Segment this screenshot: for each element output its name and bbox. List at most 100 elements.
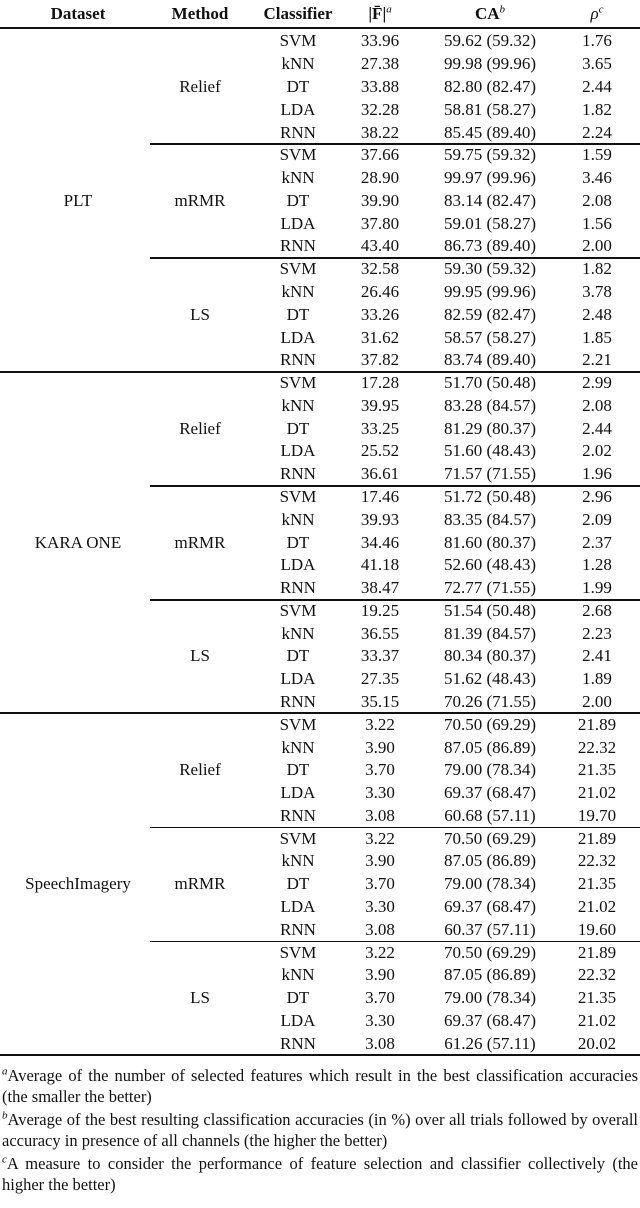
num-features: 33.88: [360, 76, 400, 96]
num-features: 39.90: [360, 190, 400, 210]
footnote-text: A measure to consider the performance of…: [2, 1154, 638, 1195]
num-features: 39.93: [360, 509, 400, 529]
accuracy: 70.26 (71.55): [443, 692, 537, 711]
header-text: Method: [171, 4, 229, 23]
rho: 19.70: [577, 805, 617, 825]
footnote: bAverage of the best resulting classific…: [2, 1109, 638, 1151]
rho: 21.02: [577, 1010, 617, 1030]
num-features: 33.25: [360, 418, 400, 438]
rho: 21.89: [577, 828, 617, 848]
classifier: LDA: [280, 213, 316, 233]
num-features: 37.80: [360, 213, 400, 233]
classifier: LDA: [280, 555, 316, 575]
num-features: 27.35: [360, 669, 400, 689]
header-text: CA: [474, 4, 500, 23]
accuracy: 51.62 (48.43): [443, 669, 537, 689]
accuracy: 82.59 (82.47): [443, 304, 537, 324]
accuracy: 87.05 (86.89): [443, 737, 537, 757]
accuracy: 70.50 (69.29): [443, 828, 537, 848]
accuracy: 70.50 (69.29): [443, 942, 537, 962]
rho: 21.02: [577, 897, 617, 917]
num-features: 43.40: [360, 236, 400, 256]
accuracy: 58.57 (58.27): [443, 327, 537, 347]
num-features: 3.08: [365, 805, 395, 825]
classifier: RNN: [280, 236, 316, 256]
num-features: 3.22: [365, 714, 395, 734]
classifier: SVM: [279, 145, 317, 165]
num-features: 26.46: [360, 281, 400, 301]
accuracy: 72.77 (71.55): [443, 578, 537, 598]
num-features: 34.46: [360, 532, 400, 552]
rho: 2.00: [582, 236, 612, 256]
accuracy: 59.75 (59.32): [443, 145, 537, 165]
rho: 2.41: [582, 646, 612, 666]
header-cell: |F̄|a: [300, 4, 460, 24]
accuracy: 69.37 (68.47): [443, 897, 537, 917]
rho: 2.08: [582, 395, 612, 415]
accuracy: 99.97 (99.96): [443, 168, 537, 188]
num-features: 38.22: [360, 122, 400, 142]
header-text: ρ: [590, 4, 599, 23]
method-name: LS: [190, 988, 210, 1008]
footnote: aAverage of the number of selected featu…: [2, 1065, 638, 1107]
accuracy: 85.45 (89.40): [443, 122, 537, 142]
rho: 2.02: [582, 441, 612, 461]
method-name: LS: [190, 646, 210, 666]
classifier: DT: [286, 304, 310, 324]
rho: 1.82: [582, 99, 612, 119]
rho: 2.44: [582, 76, 612, 96]
classifier: DT: [286, 418, 310, 438]
rho: 2.48: [582, 304, 612, 324]
footnote-text: Average of the best resulting classifica…: [2, 1110, 638, 1151]
accuracy: 79.00 (78.34): [443, 874, 537, 894]
header-text: |F̄|: [368, 4, 387, 23]
rho: 21.35: [577, 874, 617, 894]
rho: 3.46: [582, 168, 612, 188]
classifier: DT: [286, 646, 310, 666]
rule: [150, 940, 640, 943]
accuracy: 52.60 (48.43): [443, 555, 537, 575]
num-features: 36.55: [360, 623, 400, 643]
num-features: 3.90: [365, 851, 395, 871]
rho: 21.89: [577, 714, 617, 734]
rho: 1.89: [582, 669, 612, 689]
classifier: DT: [286, 190, 310, 210]
num-features: 3.30: [365, 1010, 395, 1030]
rho: 20.02: [577, 1033, 617, 1053]
classifier: kNN: [281, 965, 315, 985]
num-features: 3.70: [365, 760, 395, 780]
num-features: 25.52: [360, 441, 400, 461]
accuracy: 80.34 (80.37): [443, 646, 537, 666]
classifier: kNN: [281, 737, 315, 757]
header-sup: a: [386, 3, 392, 16]
rule: [150, 826, 640, 829]
accuracy: 61.26 (57.11): [444, 1033, 536, 1053]
rho: 1.59: [582, 145, 612, 165]
classifier: RNN: [280, 122, 316, 142]
rho: 22.32: [577, 737, 617, 757]
accuracy: 87.05 (86.89): [443, 851, 537, 871]
num-features: 37.66: [360, 145, 400, 165]
classifier: SVM: [279, 259, 317, 279]
num-features: 36.61: [360, 464, 400, 484]
rho: 2.24: [582, 122, 612, 142]
dataset-name: SpeechImagery: [25, 874, 131, 894]
footnote-mark: a: [2, 1065, 8, 1078]
classifier: RNN: [280, 692, 316, 711]
rho: 3.65: [582, 54, 612, 74]
header-cell: ρc: [517, 4, 640, 24]
classifier: RNN: [280, 464, 316, 484]
accuracy: 51.72 (50.48): [443, 486, 537, 506]
classifier: SVM: [279, 600, 317, 620]
accuracy: 58.81 (58.27): [443, 99, 537, 119]
accuracy: 70.50 (69.29): [443, 714, 537, 734]
rho: 2.00: [582, 692, 612, 711]
accuracy: 51.60 (48.43): [443, 441, 537, 461]
accuracy: 79.00 (78.34): [443, 760, 537, 780]
classifier: LDA: [280, 669, 316, 689]
rho: 21.02: [577, 783, 617, 803]
num-features: 3.30: [365, 897, 395, 917]
accuracy: 81.60 (80.37): [443, 532, 537, 552]
accuracy: 87.05 (86.89): [443, 965, 537, 985]
